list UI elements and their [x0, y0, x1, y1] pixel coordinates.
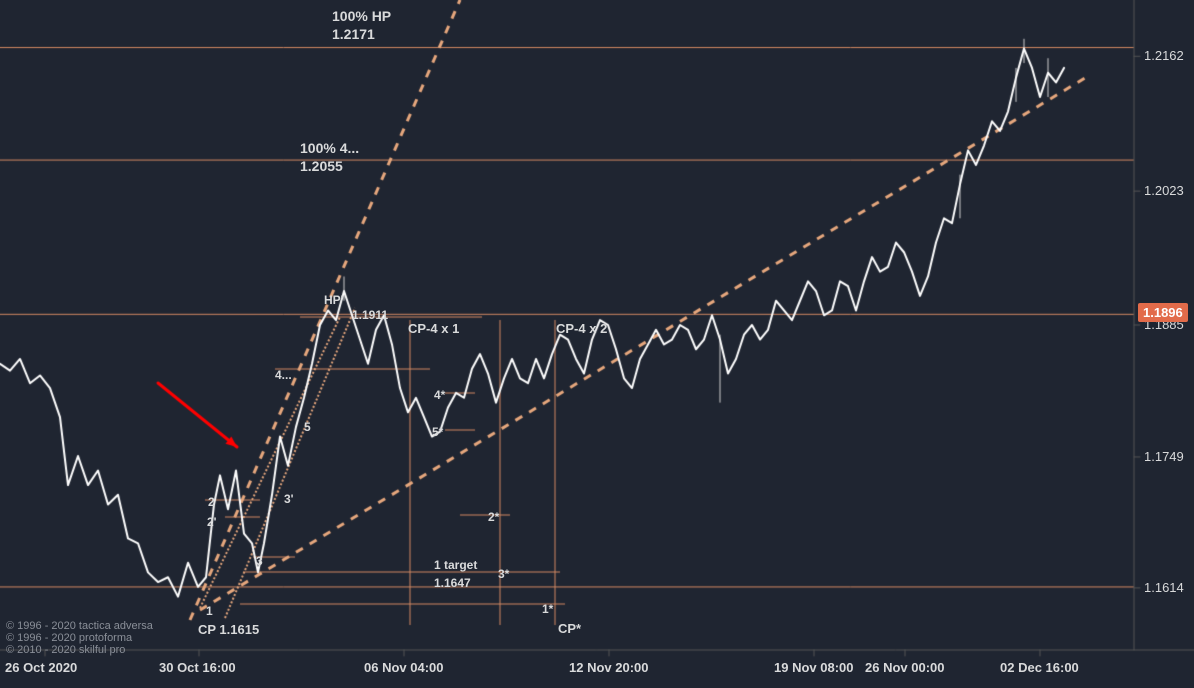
- current-price-tag: 1.1896: [1138, 303, 1188, 322]
- price-chart[interactable]: [0, 0, 1194, 688]
